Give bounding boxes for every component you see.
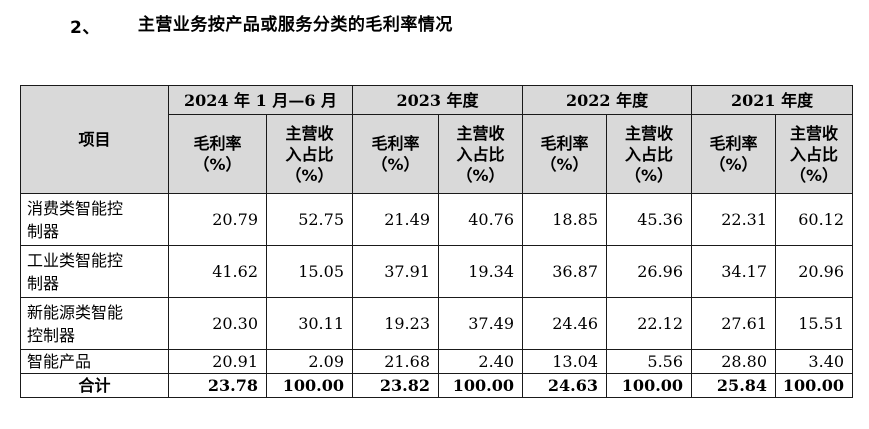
gross-margin-header: 毛利率 （%） <box>522 114 608 194</box>
cell-value: 15.05 <box>266 245 353 298</box>
cell-value: 19.34 <box>437 245 524 298</box>
table-row: 消费类智能控 制器 20.79 52.75 21.49 40.76 18.85 4… <box>20 193 854 246</box>
total-value: 100.00 <box>775 373 854 398</box>
total-value: 25.84 <box>691 373 777 398</box>
gross-margin-table: 项目 2024 年 1 月—6 月 2023 年度 2022 年度 2021 年… <box>20 85 854 398</box>
cell-value: 45.36 <box>606 193 693 246</box>
cell-value: 18.85 <box>522 193 608 246</box>
section-number: 2、 <box>70 17 100 38</box>
gross-margin-header: 毛利率 （%） <box>168 114 267 194</box>
period-header: 2024 年 1 月—6 月 <box>168 85 353 115</box>
revenue-share-header: 主营收 入占比 （%） <box>266 114 353 194</box>
cell-value: 20.79 <box>168 193 267 246</box>
cell-value: 19.23 <box>352 297 439 350</box>
revenue-share-header: 主营收 入占比 （%） <box>437 114 524 194</box>
total-value: 24.63 <box>522 373 608 398</box>
cell-value: 15.51 <box>775 297 854 350</box>
gross-margin-header: 毛利率 （%） <box>691 114 777 194</box>
section-heading: 2、 主营业务按产品或服务分类的毛利率情况 <box>70 10 453 38</box>
cell-value: 27.61 <box>691 297 777 350</box>
cell-value: 22.12 <box>606 297 693 350</box>
total-value: 100.00 <box>437 373 524 398</box>
revenue-share-header: 主营收 入占比 （%） <box>775 114 854 194</box>
row-label: 消费类智能控 制器 <box>20 193 169 246</box>
cell-value: 37.91 <box>352 245 439 298</box>
period-header: 2022 年度 <box>522 85 693 115</box>
cell-value: 40.76 <box>437 193 524 246</box>
cell-value: 28.80 <box>691 349 777 374</box>
cell-value: 2.09 <box>266 349 353 374</box>
item-header: 项目 <box>20 85 169 194</box>
total-value: 23.78 <box>168 373 267 398</box>
cell-value: 24.46 <box>522 297 608 350</box>
total-value: 100.00 <box>266 373 353 398</box>
table-row: 新能源类智能 控制器 20.30 30.11 19.23 37.49 24.46 … <box>20 297 854 350</box>
period-header: 2021 年度 <box>691 85 854 115</box>
total-value: 23.82 <box>352 373 439 398</box>
table-row: 智能产品 20.91 2.09 21.68 2.40 13.04 5.56 28… <box>20 349 854 374</box>
cell-value: 60.12 <box>775 193 854 246</box>
total-value: 100.00 <box>606 373 693 398</box>
cell-value: 26.96 <box>606 245 693 298</box>
cell-value: 52.75 <box>266 193 353 246</box>
cell-value: 20.91 <box>168 349 267 374</box>
cell-value: 30.11 <box>266 297 353 350</box>
cell-value: 22.31 <box>691 193 777 246</box>
cell-value: 34.17 <box>691 245 777 298</box>
total-row: 合计 23.78 100.00 23.82 100.00 24.63 100.0… <box>20 373 854 398</box>
cell-value: 20.30 <box>168 297 267 350</box>
table-row: 工业类智能控 制器 41.62 15.05 37.91 19.34 36.87 2… <box>20 245 854 298</box>
cell-value: 3.40 <box>775 349 854 374</box>
cell-value: 21.49 <box>352 193 439 246</box>
total-label: 合计 <box>20 373 169 398</box>
period-header: 2023 年度 <box>351 85 524 115</box>
cell-value: 13.04 <box>522 349 608 374</box>
section-title: 主营业务按产品或服务分类的毛利率情况 <box>137 15 453 35</box>
row-label: 智能产品 <box>20 349 169 374</box>
cell-value: 5.56 <box>606 349 693 374</box>
row-label: 工业类智能控 制器 <box>20 245 169 298</box>
row-label: 新能源类智能 控制器 <box>20 297 169 350</box>
cell-value: 2.40 <box>437 349 524 374</box>
cell-value: 36.87 <box>522 245 608 298</box>
gross-margin-header: 毛利率 （%） <box>352 114 439 194</box>
cell-value: 41.62 <box>168 245 267 298</box>
revenue-share-header: 主营收 入占比 （%） <box>606 114 693 194</box>
cell-value: 21.68 <box>352 349 439 374</box>
cell-value: 37.49 <box>437 297 524 350</box>
cell-value: 20.96 <box>775 245 854 298</box>
